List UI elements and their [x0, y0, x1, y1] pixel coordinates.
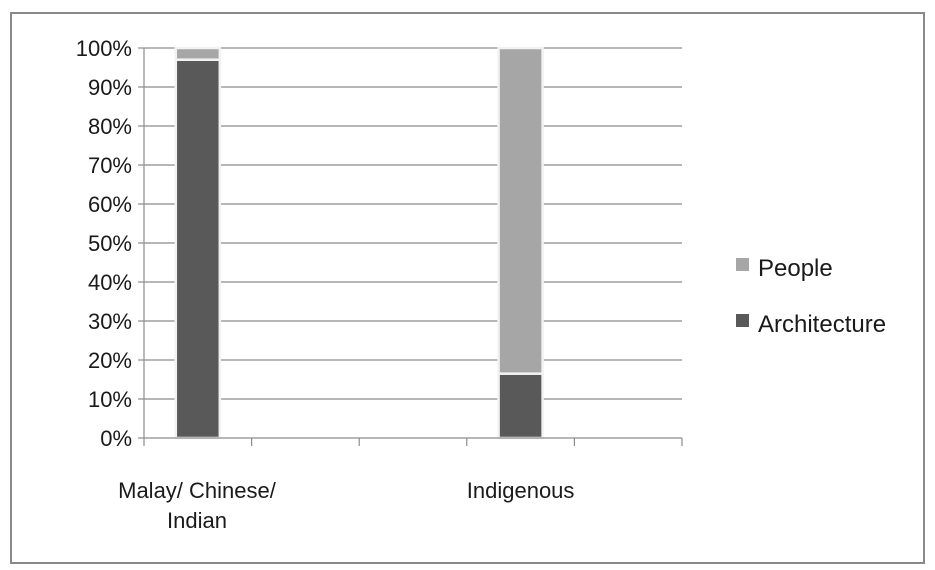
- y-tick-label: 70%: [88, 153, 132, 178]
- y-tick-label: 100%: [76, 36, 132, 61]
- category-label: Indigenous: [467, 478, 575, 503]
- bar-segment-architecture: [174, 58, 222, 440]
- legend-label-people: People: [758, 255, 833, 282]
- y-tick-label: 60%: [88, 192, 132, 217]
- bars: [174, 46, 544, 440]
- y-tick-label: 20%: [88, 348, 132, 373]
- y-tick-label: 10%: [88, 387, 132, 412]
- y-tick-labels: 0% 10% 20% 30% 40% 50% 60% 70% 80% 90% 100%: [76, 36, 132, 451]
- y-tick-label: 90%: [88, 75, 132, 100]
- axes: [143, 48, 682, 439]
- y-tick-label: 40%: [88, 270, 132, 295]
- y-tick-label: 50%: [88, 231, 132, 256]
- chart-frame: [10, 12, 925, 564]
- legend-swatch-architecture: [736, 314, 749, 327]
- legend-swatch-people: [736, 258, 749, 271]
- bar-segment-people: [174, 46, 222, 61]
- y-tick-label: 80%: [88, 114, 132, 139]
- legend-label-architecture: Architecture: [758, 311, 886, 338]
- y-tick-label: 30%: [88, 309, 132, 334]
- bar-segment-architecture: [497, 372, 544, 440]
- y-tick-label: 0%: [100, 426, 132, 451]
- gridlines: [138, 47, 683, 446]
- bar-segment-people: [497, 46, 544, 375]
- category-label: Indian: [167, 508, 227, 533]
- category-labels: Malay/ Chinese/Indian Indigenous: [118, 478, 574, 533]
- category-label: Malay/ Chinese/: [118, 478, 277, 503]
- legend: People Architecture: [736, 255, 886, 338]
